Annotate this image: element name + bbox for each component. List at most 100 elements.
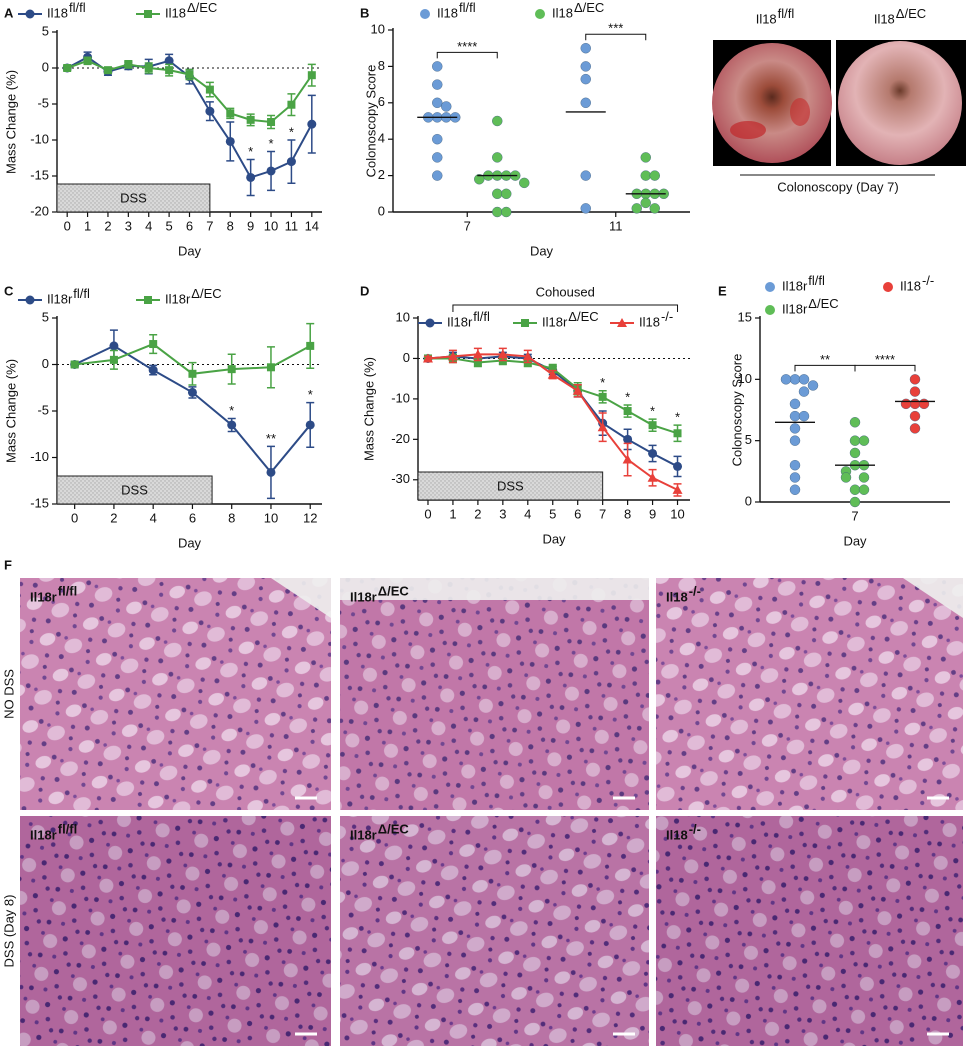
point bbox=[225, 136, 235, 146]
y-tick-label: 10 bbox=[396, 309, 410, 324]
point bbox=[267, 118, 276, 126]
point bbox=[266, 166, 276, 176]
point bbox=[840, 472, 852, 483]
legend-label: Il18r bbox=[447, 314, 473, 329]
point bbox=[226, 109, 235, 118]
x-tick-label: 2 bbox=[474, 506, 481, 521]
legend-label: Il18 bbox=[900, 278, 921, 293]
point bbox=[124, 60, 133, 69]
x-tick-label: 1 bbox=[84, 218, 91, 233]
x-tick-label: 9 bbox=[649, 506, 656, 521]
point bbox=[789, 423, 801, 434]
x-tick-label: 4 bbox=[145, 218, 152, 233]
significance: * bbox=[308, 387, 313, 402]
treatment-label: DSS bbox=[121, 482, 148, 497]
y-axis-label: Colonoscopy Score bbox=[729, 354, 744, 467]
point bbox=[522, 351, 533, 361]
histology bbox=[20, 578, 963, 1046]
point bbox=[227, 365, 236, 374]
image-label-sup: Δ/EC bbox=[896, 6, 926, 21]
image-label: Il18 bbox=[666, 827, 688, 842]
y-tick-label: 6 bbox=[378, 94, 385, 109]
x-tick-label: 11 bbox=[609, 218, 623, 233]
point bbox=[623, 407, 632, 416]
point bbox=[266, 467, 276, 477]
legend-marker bbox=[521, 319, 529, 327]
x-axis-label: Day bbox=[178, 243, 202, 258]
histology-shade bbox=[656, 578, 963, 810]
panel-label: C bbox=[4, 283, 14, 298]
image-label: Il18r bbox=[30, 589, 57, 604]
x-tick-label: 7 bbox=[851, 508, 858, 523]
significance: * bbox=[675, 410, 680, 425]
y-tick-label: 10 bbox=[371, 21, 385, 36]
point bbox=[519, 177, 530, 189]
significance: * bbox=[289, 124, 294, 139]
point bbox=[849, 417, 861, 428]
image-label: Il18r bbox=[350, 589, 377, 604]
x-tick-label: 6 bbox=[189, 510, 196, 525]
point bbox=[447, 351, 458, 361]
y-tick-label: 8 bbox=[378, 58, 385, 73]
y-tick-label: -30 bbox=[391, 471, 410, 486]
legend-marker bbox=[883, 282, 893, 292]
point bbox=[918, 398, 930, 410]
point bbox=[909, 386, 921, 397]
legend-label: Il18r bbox=[165, 291, 191, 306]
point bbox=[492, 115, 503, 127]
point bbox=[501, 206, 512, 218]
panel-label: A bbox=[4, 5, 14, 20]
x-tick-label: 6 bbox=[186, 218, 193, 233]
point bbox=[598, 392, 607, 401]
legend-marker bbox=[420, 9, 430, 19]
y-tick-label: 4 bbox=[378, 131, 385, 146]
y-tick-label: 5 bbox=[42, 309, 49, 324]
histology-image bbox=[656, 816, 963, 1046]
significance: * bbox=[600, 375, 605, 390]
point bbox=[109, 355, 118, 364]
row-label: NO DSS bbox=[1, 669, 16, 719]
histology-image bbox=[340, 578, 649, 810]
point bbox=[165, 66, 174, 75]
y-axis-label: Colonoscopy Score bbox=[363, 65, 378, 178]
y-tick-label: 2 bbox=[378, 167, 385, 182]
point bbox=[548, 364, 557, 373]
panel-label: F bbox=[4, 557, 12, 572]
significance: * bbox=[650, 404, 655, 419]
treatment-label: DSS bbox=[120, 190, 147, 205]
point bbox=[187, 387, 197, 397]
point bbox=[432, 97, 443, 109]
point bbox=[807, 380, 819, 391]
point bbox=[909, 410, 921, 422]
legend-label-sup: fl/fl bbox=[808, 273, 825, 288]
x-tick-label: 4 bbox=[150, 510, 157, 525]
x-tick-label: 2 bbox=[110, 510, 117, 525]
point bbox=[205, 106, 215, 116]
legend-label: Il18 bbox=[552, 5, 573, 20]
y-tick-label: 5 bbox=[745, 432, 752, 447]
point bbox=[305, 420, 315, 430]
x-tick-label: 3 bbox=[125, 218, 132, 233]
x-tick-label: 0 bbox=[71, 510, 78, 525]
point bbox=[432, 61, 443, 72]
lumen bbox=[903, 578, 963, 618]
point bbox=[286, 157, 296, 167]
point bbox=[266, 363, 275, 372]
image-label: Il18r bbox=[30, 827, 57, 842]
image-label: Il18 bbox=[874, 11, 895, 26]
lumen bbox=[340, 578, 649, 600]
point bbox=[849, 496, 861, 508]
legend-label-sup: Δ/EC bbox=[574, 0, 604, 15]
legend-marker bbox=[535, 9, 545, 19]
point bbox=[148, 365, 158, 375]
point bbox=[597, 422, 608, 432]
significance-bracket bbox=[854, 364, 916, 372]
point bbox=[858, 435, 870, 446]
y-tick-label: 0 bbox=[745, 493, 752, 508]
x-tick-label: 3 bbox=[499, 506, 506, 521]
y-tick-label: -10 bbox=[30, 449, 49, 464]
y-tick-label: -15 bbox=[30, 167, 49, 182]
y-tick-label: -10 bbox=[30, 131, 49, 146]
histology-shade bbox=[340, 816, 649, 1046]
point bbox=[287, 100, 296, 109]
